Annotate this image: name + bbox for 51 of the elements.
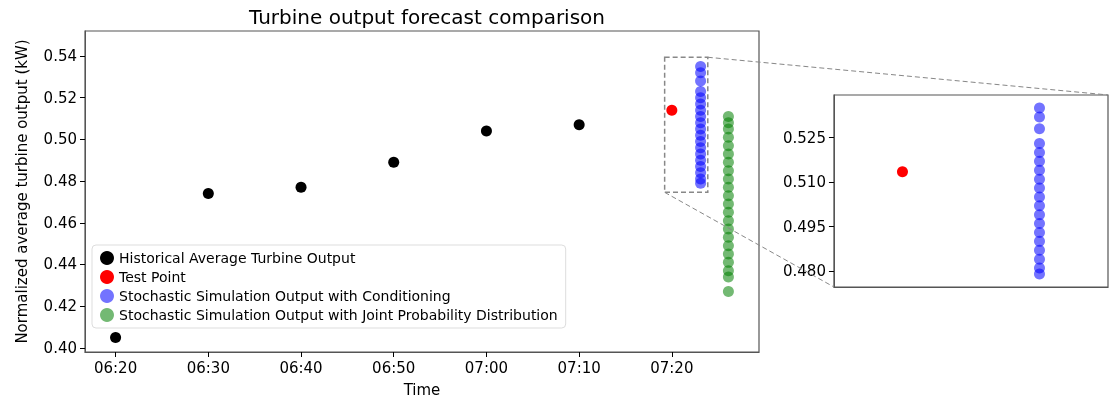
- point: [1034, 102, 1045, 114]
- legend-label: Test Point: [118, 269, 187, 285]
- y-tick-label: 0.46: [43, 213, 77, 232]
- y-tick-label: 0.50: [43, 130, 77, 149]
- point: [695, 177, 707, 189]
- point: [295, 181, 307, 193]
- y-tick-label: 0.42: [43, 297, 77, 316]
- y-tick-label: 0.48: [43, 172, 77, 191]
- x-axis-title: Time: [402, 380, 441, 399]
- point: [1034, 209, 1045, 221]
- point: [1034, 111, 1045, 123]
- point: [1034, 268, 1045, 280]
- point: [388, 156, 400, 168]
- point: [1034, 235, 1045, 247]
- x-tick-label: 07:20: [650, 358, 694, 377]
- point: [573, 119, 585, 131]
- y-axis-title: Normalized average turbine output (kW): [12, 39, 31, 344]
- point: [1034, 200, 1045, 212]
- x-tick-label: 07:00: [464, 358, 509, 377]
- y-tick-label: 0.525: [782, 128, 826, 147]
- point: [1034, 226, 1045, 238]
- point: [110, 331, 122, 343]
- point: [1034, 123, 1045, 135]
- point: [1034, 182, 1045, 194]
- point: [1034, 164, 1045, 176]
- point: [1034, 244, 1045, 256]
- x-tick-label: 06:40: [279, 358, 323, 377]
- x-tick-label: 06:50: [372, 358, 416, 377]
- y-tick-label: 0.54: [43, 47, 77, 66]
- point: [666, 104, 678, 116]
- point: [480, 125, 492, 137]
- legend-label: Historical Average Turbine Output: [119, 250, 356, 266]
- x-tick-label: 07:10: [557, 358, 601, 377]
- point: [1034, 155, 1045, 167]
- point: [695, 75, 707, 87]
- legend-label: Stochastic Simulation Output with Conditioning: [119, 288, 451, 304]
- point: [1034, 146, 1045, 158]
- point: [202, 188, 214, 200]
- y-tick-label: 0.480: [782, 262, 826, 280]
- point: [722, 271, 734, 283]
- y-tick-label: 0.40: [43, 338, 77, 357]
- chart-title: Turbine output forecast comparison: [247, 5, 606, 29]
- y-tick-label: 0.495: [782, 217, 826, 236]
- point: [722, 286, 734, 298]
- y-tick-label: 0.52: [43, 88, 77, 107]
- x-tick-label: 06:20: [93, 358, 138, 377]
- point: [896, 166, 908, 178]
- y-tick-label: 0.510: [782, 173, 826, 192]
- y-tick-label: 0.44: [43, 255, 77, 274]
- x-tick-label: 06:30: [186, 358, 230, 377]
- legend-label: Stochastic Simulation Output with Joint Probability Distribution: [119, 307, 558, 323]
